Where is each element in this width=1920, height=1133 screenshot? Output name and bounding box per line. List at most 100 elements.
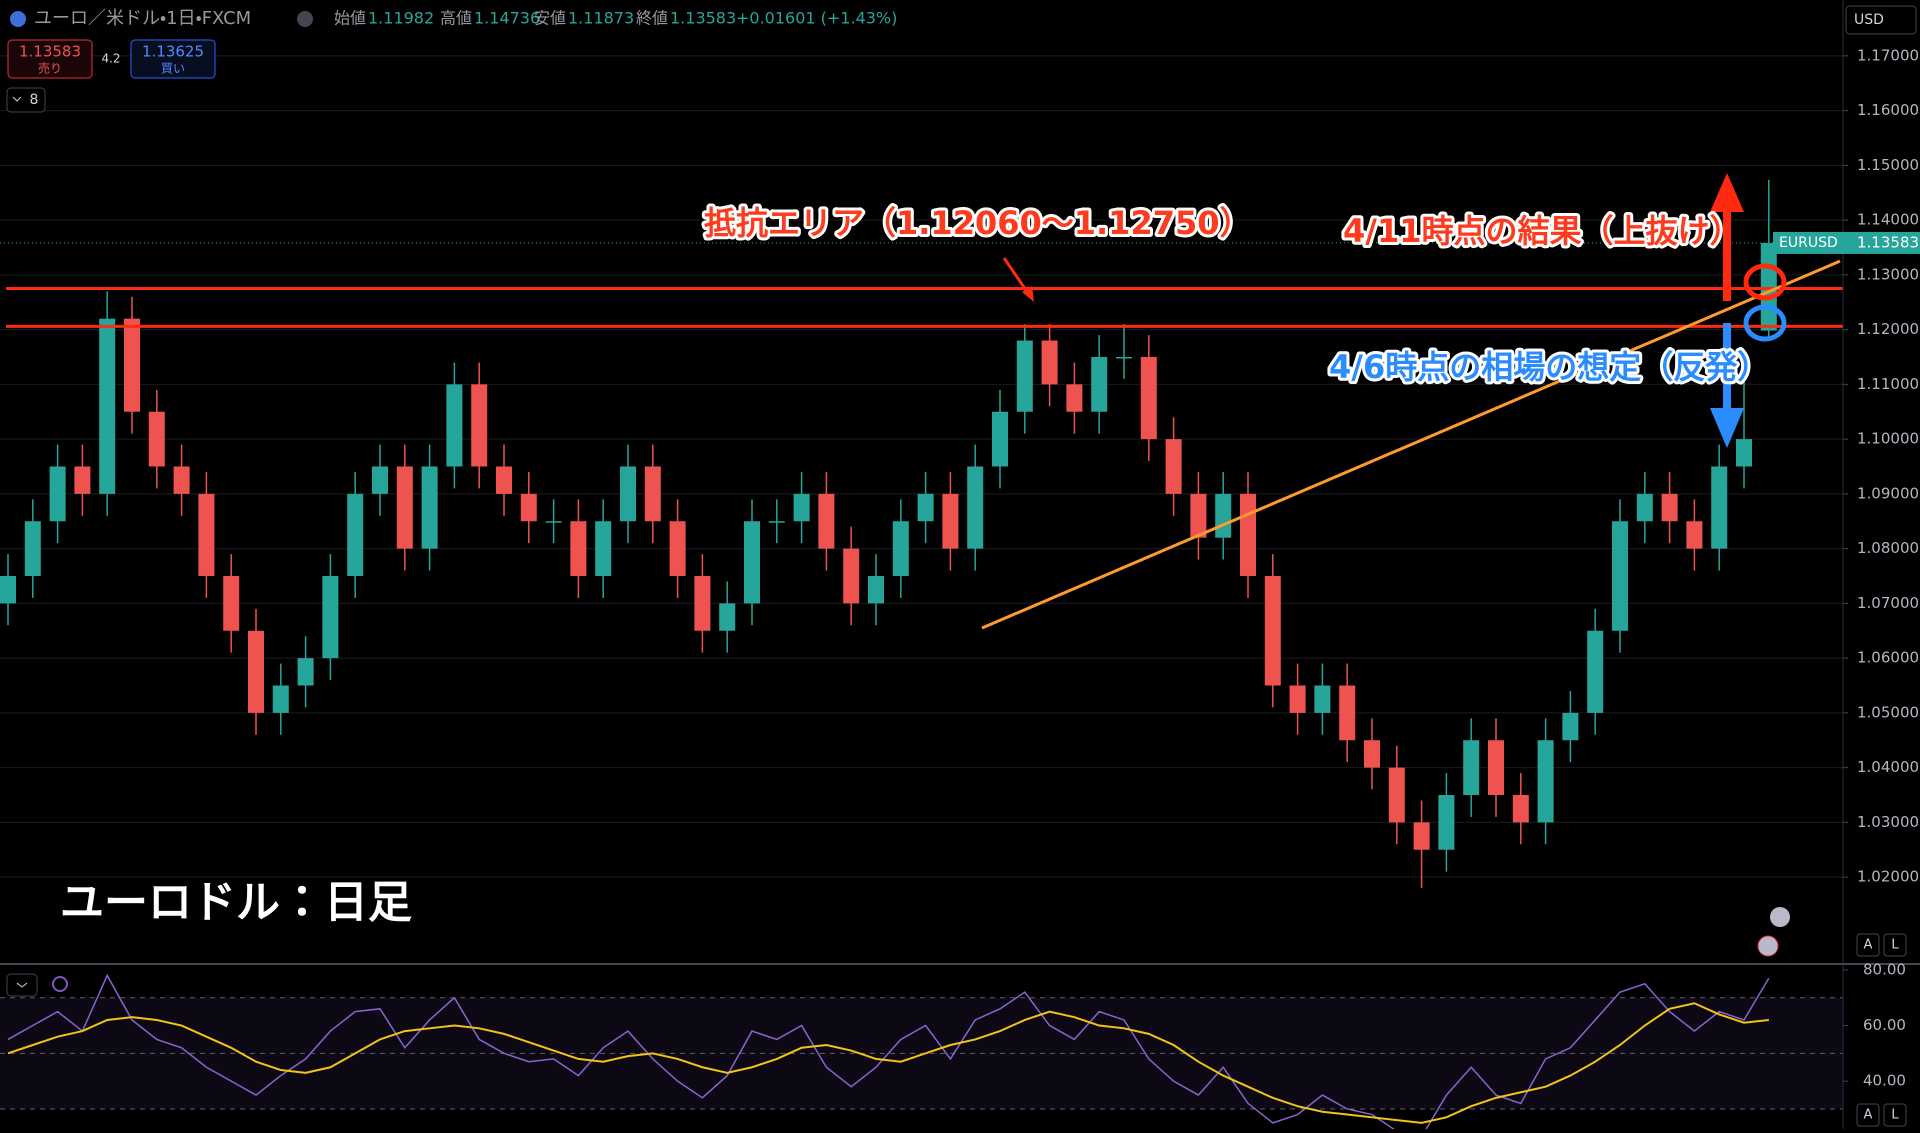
candle-body xyxy=(917,493,934,522)
candle-body xyxy=(1537,740,1554,823)
high-value: 1.14736 xyxy=(474,9,540,28)
chevron-icon xyxy=(12,96,22,102)
annotation: 抵抗エリア（1.12060～1.12750） xyxy=(704,204,1252,242)
y-tick-label: 1.08000 xyxy=(1857,539,1919,557)
annotation: 4/6時点の相場の想定（反発） xyxy=(1329,348,1769,386)
spread: 4.2 xyxy=(101,52,120,66)
annotation: 4/11時点の結果（上抜け） xyxy=(1343,212,1742,250)
low-value: 1.11873 xyxy=(568,9,634,28)
candle-body xyxy=(1661,493,1678,522)
event-icon[interactable] xyxy=(1757,935,1779,957)
price-tag xyxy=(1773,231,1920,254)
y-tick-label: 1.13000 xyxy=(1857,265,1919,283)
price-tag-label: 1.13583 xyxy=(1857,233,1919,251)
candle-body xyxy=(1438,795,1455,850)
high-label: 高値 xyxy=(440,9,472,28)
y-tick-label: 1.02000 xyxy=(1857,868,1919,886)
candle-body xyxy=(768,521,785,523)
candle-body xyxy=(793,493,810,522)
candle-body xyxy=(570,521,587,576)
y-tick-label: 1.05000 xyxy=(1857,703,1919,721)
candle-body xyxy=(1413,822,1430,850)
auto-scale-label: A xyxy=(1864,1108,1873,1123)
sell-button[interactable] xyxy=(7,39,93,79)
candle-body xyxy=(1289,685,1306,713)
candle-body xyxy=(1612,521,1628,631)
sell-price: 1.13583 xyxy=(19,43,81,61)
candle-body xyxy=(1016,340,1033,412)
candle-body xyxy=(1339,685,1356,741)
candle-body xyxy=(892,521,909,576)
candle-body xyxy=(148,411,165,467)
y-tick-label: 60.00 xyxy=(1863,1016,1906,1034)
change: +0.01601 (+1.43%) xyxy=(736,9,897,28)
candle-body xyxy=(1388,767,1405,823)
y-tick-label: 1.12000 xyxy=(1857,320,1919,338)
rsi-line xyxy=(7,973,1770,1133)
y-tick-label: 1.03000 xyxy=(1857,813,1919,831)
buy-label: 買い xyxy=(161,62,185,76)
candle-body xyxy=(446,384,463,467)
open-value: 1.11982 xyxy=(368,9,434,28)
candle-body xyxy=(1066,384,1083,412)
log-scale-button[interactable] xyxy=(1883,1103,1907,1127)
indicators-toggle[interactable] xyxy=(6,87,46,113)
candle-body xyxy=(198,493,215,576)
chart-title: ユーロドル：日足 xyxy=(60,877,412,928)
candle-body xyxy=(1488,740,1504,796)
y-tick-label: 1.14000 xyxy=(1857,211,1919,229)
candle-body xyxy=(1512,795,1529,823)
annotation-arrow xyxy=(1002,257,1032,297)
indicators-count: 8 xyxy=(30,92,39,108)
close-value: 1.13583 xyxy=(670,9,736,28)
candle-body xyxy=(49,466,66,522)
currency-select[interactable] xyxy=(1845,5,1917,35)
auto-scale-button[interactable] xyxy=(1856,933,1880,957)
candle-body xyxy=(992,411,1008,467)
candle-body xyxy=(1760,242,1777,331)
pane-toggle[interactable] xyxy=(6,973,38,997)
y-tick-label: 80.00 xyxy=(1863,960,1906,978)
status-icon xyxy=(297,11,313,27)
candle-body xyxy=(372,466,388,494)
candle-body xyxy=(644,466,661,522)
candle-body xyxy=(1463,740,1480,796)
rebound-circle xyxy=(1743,304,1787,342)
y-tick-label: 1.15000 xyxy=(1857,156,1919,174)
candle-body xyxy=(99,318,116,494)
candle-body xyxy=(248,630,264,713)
buy-button[interactable] xyxy=(130,39,216,79)
event-icon[interactable] xyxy=(1770,907,1790,927)
candle-body xyxy=(0,575,16,604)
candle-body xyxy=(24,521,41,576)
candle-body xyxy=(1140,356,1157,440)
candle-body xyxy=(1314,685,1331,713)
auto-scale-label: A xyxy=(1864,938,1873,953)
y-tick-label: 1.04000 xyxy=(1857,758,1919,776)
candle-body xyxy=(967,466,984,549)
y-tick-label: 1.09000 xyxy=(1857,484,1919,502)
candle-body xyxy=(1587,630,1604,713)
log-scale-button[interactable] xyxy=(1883,933,1907,957)
annotation-arrowhead xyxy=(1022,286,1034,302)
y-tick-label: 1.07000 xyxy=(1857,594,1919,612)
candle-body xyxy=(1215,493,1232,538)
candle-body xyxy=(396,466,413,549)
y-tick-label: 1.17000 xyxy=(1857,46,1919,64)
candle-body xyxy=(520,493,537,522)
candle-body xyxy=(347,493,364,576)
buy-price: 1.13625 xyxy=(142,43,204,61)
candle-body xyxy=(620,466,636,522)
candle-body xyxy=(1165,439,1182,494)
candle-body xyxy=(223,575,240,631)
candle-body xyxy=(1686,521,1703,549)
breakout-circle xyxy=(1743,263,1787,301)
candle-body xyxy=(843,548,860,604)
candle-body xyxy=(124,318,140,412)
y-tick-label: 1.16000 xyxy=(1857,101,1919,119)
indicator-icon xyxy=(52,976,68,992)
auto-scale-button[interactable] xyxy=(1856,1103,1880,1127)
candle-body xyxy=(942,493,959,549)
